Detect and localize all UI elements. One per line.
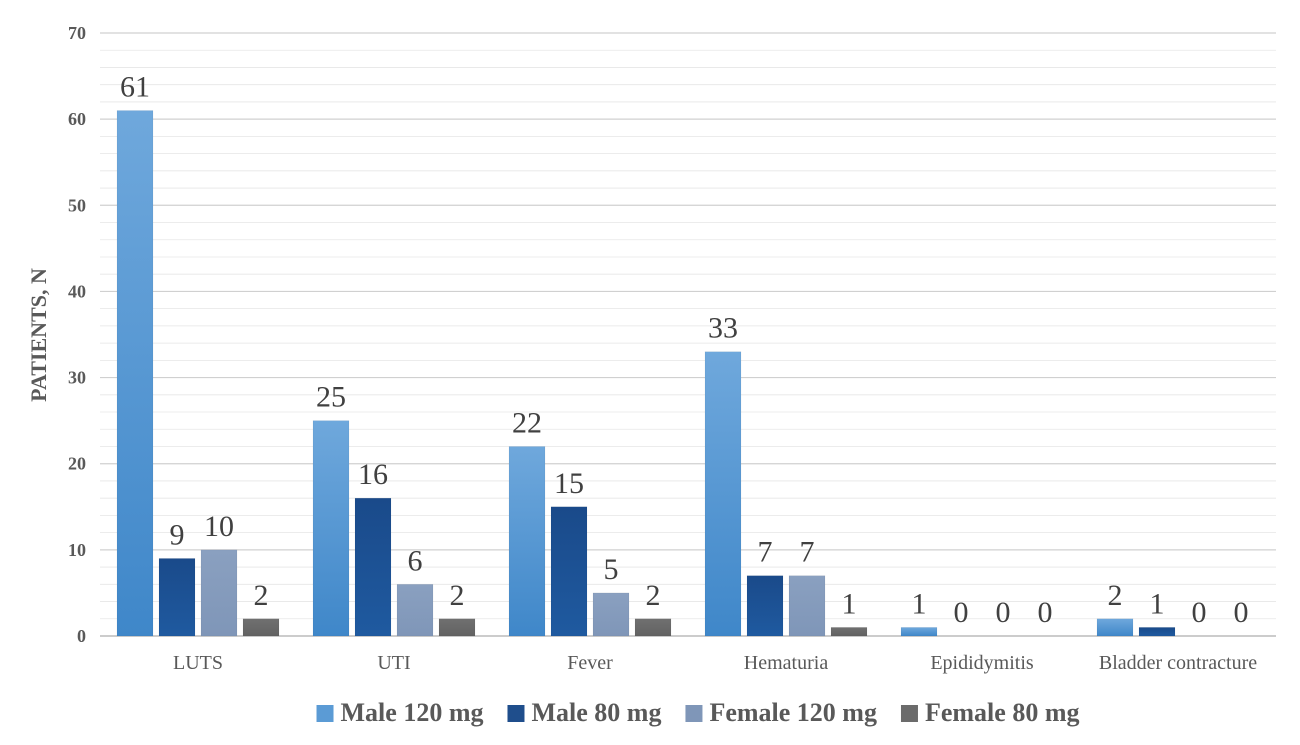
y-tick-label: 30 — [68, 368, 86, 388]
y-tick-label: 50 — [68, 195, 86, 215]
data-label: 1 — [842, 587, 857, 620]
bar — [1138, 627, 1176, 637]
data-label: 25 — [316, 381, 346, 414]
bar — [634, 618, 672, 637]
y-tick-label: 20 — [68, 454, 86, 474]
legend-swatch — [900, 705, 918, 722]
bar — [592, 592, 630, 637]
legend-label: Male 120 mg — [341, 698, 484, 727]
bar — [550, 506, 588, 637]
bar — [900, 627, 938, 637]
bar — [1096, 618, 1134, 637]
data-label: 22 — [512, 406, 542, 439]
legend: Male 120 mg Male 80 mg Female 120 mg Female… — [316, 698, 1080, 727]
data-label: 0 — [1192, 596, 1207, 629]
legend-swatch — [316, 705, 334, 722]
y-axis-title: PATIENTS, N — [26, 268, 51, 402]
data-label: 7 — [800, 536, 815, 569]
legend-label: Male 80 mg — [531, 698, 661, 727]
legend-label: Female 80 mg — [925, 698, 1080, 727]
bar — [508, 446, 546, 637]
bar — [312, 420, 350, 637]
y-tick-label: 70 — [68, 23, 86, 43]
y-tick-label: 60 — [68, 109, 86, 129]
bars — [116, 110, 1176, 637]
data-label: 16 — [358, 458, 388, 491]
data-label: 1 — [1150, 587, 1165, 620]
bar — [116, 110, 154, 637]
bar — [830, 627, 868, 637]
y-tick-label: 40 — [68, 281, 86, 301]
bar — [396, 584, 434, 637]
bar — [438, 618, 476, 637]
y-axis-ticks: 0 10 20 30 40 50 60 70 — [68, 23, 86, 646]
bar — [704, 351, 742, 637]
x-tick-label: Hematuria — [744, 652, 829, 674]
data-label: 0 — [954, 596, 969, 629]
data-label: 2 — [254, 579, 269, 612]
gridlines — [100, 32, 1276, 637]
data-label: 0 — [996, 596, 1011, 629]
bar — [354, 497, 392, 637]
data-label: 7 — [758, 536, 773, 569]
y-tick-label: 0 — [77, 626, 86, 646]
x-tick-label: Bladder contracture — [1099, 652, 1257, 674]
data-label: 9 — [170, 518, 185, 551]
x-tick-label: LUTS — [173, 652, 223, 674]
legend-label: Female 120 mg — [709, 698, 877, 727]
data-label: 33 — [708, 312, 738, 345]
data-label: 2 — [1108, 579, 1123, 612]
data-label: 1 — [912, 587, 927, 620]
data-label: 61 — [120, 71, 150, 104]
legend-item: Male 80 mg — [507, 698, 661, 727]
bar — [746, 575, 784, 637]
legend-swatch — [685, 705, 703, 722]
data-label: 2 — [450, 579, 465, 612]
legend-item: Female 80 mg — [900, 698, 1080, 727]
legend-item: Male 120 mg — [316, 698, 484, 727]
bar — [158, 558, 196, 637]
legend-item: Female 120 mg — [685, 698, 877, 727]
data-label: 10 — [204, 510, 234, 543]
data-label: 5 — [604, 553, 619, 586]
x-tick-label: UTI — [377, 652, 410, 674]
y-tick-label: 10 — [68, 540, 86, 560]
legend-swatch — [507, 705, 525, 722]
data-label: 15 — [554, 467, 584, 500]
data-label: 0 — [1038, 596, 1053, 629]
data-label: 2 — [646, 579, 661, 612]
bar — [788, 575, 826, 637]
data-label: 6 — [408, 544, 423, 577]
data-label: 0 — [1234, 596, 1249, 629]
x-tick-label: Fever — [567, 652, 613, 674]
bar — [200, 549, 238, 637]
x-axis-ticks: LUTS UTI Fever Hematuria Epididymitis Bladder… — [173, 652, 1257, 674]
bar — [242, 618, 280, 637]
x-tick-label: Epididymitis — [930, 652, 1034, 674]
